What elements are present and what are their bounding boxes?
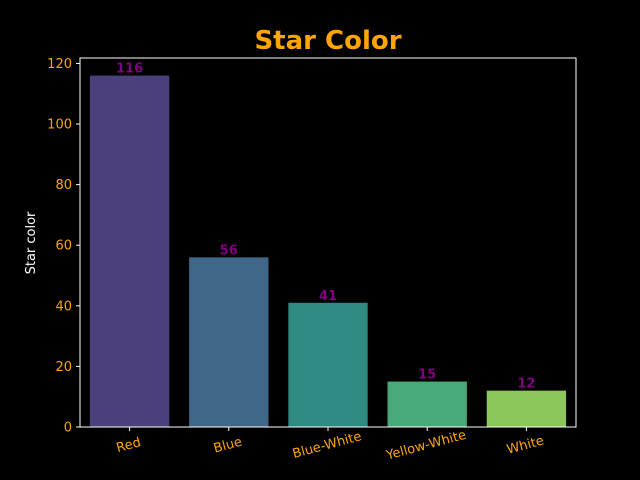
- chart-title: Star Color: [254, 26, 401, 56]
- data-label: 41: [319, 289, 337, 304]
- bar-yellow-white: [387, 381, 467, 427]
- x-tick-label: Yellow-White: [384, 428, 468, 464]
- y-tick-label: 60: [55, 239, 72, 254]
- y-tick-label: 120: [47, 57, 72, 72]
- x-tick-label: Blue: [212, 435, 244, 457]
- x-tick-label: Blue-White: [291, 429, 363, 462]
- y-tick-label: 100: [47, 118, 72, 133]
- y-tick-label: 40: [55, 299, 72, 314]
- axes-frame: [79, 57, 577, 428]
- plot-area: 116 Red 56 Blue 41 Blue-White 15 Yellow-White 12…: [47, 57, 577, 464]
- y-tick-label: 80: [55, 178, 72, 193]
- data-label: 56: [220, 243, 238, 258]
- bar-white: [486, 390, 567, 427]
- data-label: 15: [418, 368, 436, 383]
- bar-blue: [189, 257, 269, 427]
- bar-red: [89, 75, 170, 428]
- data-label: 116: [116, 62, 143, 77]
- y-axis-label: Star color: [24, 211, 39, 274]
- y-tick-label: 20: [55, 360, 72, 375]
- y-tick-label: 0: [64, 421, 72, 436]
- x-tick-label: Red: [115, 435, 143, 456]
- data-label: 12: [517, 377, 535, 392]
- x-tick-label: White: [505, 433, 545, 457]
- bar-blue-white: [288, 302, 368, 427]
